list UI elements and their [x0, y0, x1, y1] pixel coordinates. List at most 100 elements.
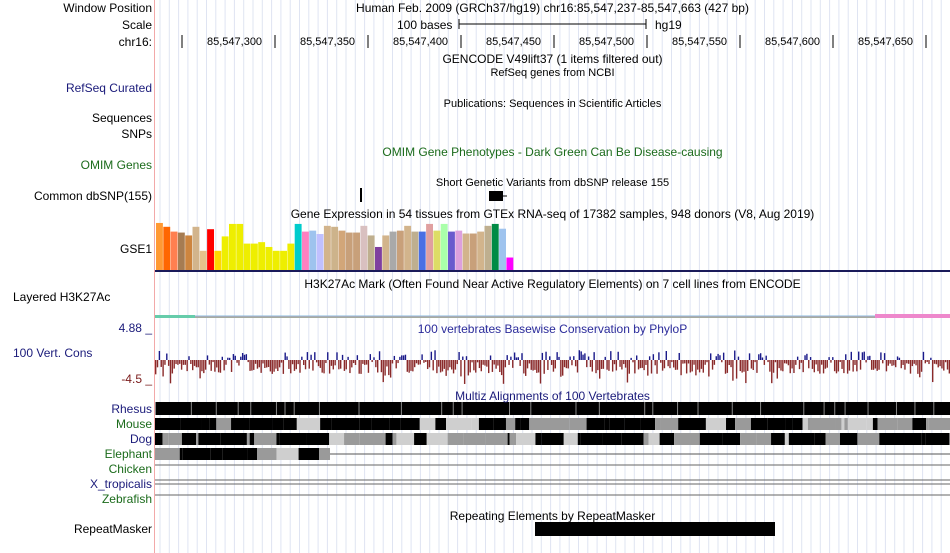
multiz-gap — [293, 402, 295, 415]
phylop-bar — [647, 360, 649, 376]
phylop-bar — [186, 360, 188, 372]
multiz-alignment — [509, 433, 517, 445]
multiz-gap — [914, 402, 916, 415]
phylop-bar — [556, 352, 558, 360]
phylop-bar — [574, 360, 577, 367]
phylop-bar — [789, 360, 791, 374]
species-label-dog[interactable]: Dog — [129, 432, 152, 446]
phylop-bar — [206, 355, 209, 360]
phylop-bar — [541, 352, 544, 360]
phylop-bar — [787, 360, 790, 366]
phylop-bar — [915, 360, 917, 366]
multiz-alignment — [844, 418, 848, 430]
phylop-bar — [188, 356, 190, 360]
gtex-tissue-bar — [287, 243, 295, 270]
multiz-alignment — [814, 433, 826, 445]
phylop-bar — [260, 360, 262, 373]
common-dbsnp-label[interactable]: Common dbSNP(155) — [33, 189, 152, 203]
phylop-track-label[interactable]: 100 Vert. Cons — [13, 346, 93, 360]
scale-label: Scale — [121, 18, 152, 32]
phylop-bar — [924, 360, 926, 364]
phylop-bar — [380, 360, 383, 373]
phylop-bar — [567, 360, 569, 369]
phylop-bar — [756, 360, 758, 373]
phylop-bar — [891, 360, 893, 366]
multiz-track-title[interactable]: Multiz Alignments of 100 Vertebrates — [455, 389, 650, 403]
track-data-area[interactable]: Human Feb. 2009 (GRCh37/hg19) chr16:85,5… — [155, 0, 950, 553]
multiz-alignment — [182, 448, 211, 460]
species-label-rhesus[interactable]: Rhesus — [111, 402, 152, 416]
multiz-alignment — [621, 433, 644, 445]
ruler-tick-label: 85,547,600 — [765, 36, 821, 48]
species-label-mouse[interactable]: Mouse — [115, 417, 152, 431]
gtex-tissue-bar — [221, 236, 229, 270]
gtex-tissue-bar — [243, 243, 251, 270]
omim-track-title[interactable]: OMIM Gene Phenotypes - Dark Green Can Be… — [382, 145, 723, 159]
publications-track-title[interactable]: Publications: Sequences in Scientific Ar… — [443, 98, 662, 110]
phylop-bar — [225, 360, 227, 365]
omim-genes-label[interactable]: OMIM Genes — [80, 158, 152, 172]
phylop-bar — [706, 360, 708, 363]
ruler-tick-label: 85,547,500 — [579, 36, 635, 48]
phylop-bar — [549, 356, 551, 360]
phylop-bar — [854, 360, 856, 365]
gse1-label[interactable]: GSE1 — [119, 242, 152, 256]
phylop-bar — [863, 351, 865, 360]
multiz-alignment — [371, 418, 390, 430]
phylop-bar — [467, 360, 470, 376]
multiz-alignment — [586, 418, 605, 430]
gtex-tissue-bar — [280, 250, 287, 270]
phylop-bar — [776, 360, 778, 379]
gtex-tissue-bar — [272, 250, 280, 270]
multiz-alignment — [155, 418, 181, 430]
dbsnp-track-title[interactable]: Short Genetic Variants from dbSNP releas… — [435, 177, 670, 189]
gtex-tissue-bar — [440, 223, 448, 270]
phylop-bar — [290, 360, 292, 374]
repeatmasker-track-title[interactable]: Repeating Elements by RepeatMasker — [449, 509, 656, 523]
phylop-bar — [182, 360, 185, 365]
phylop-bar — [721, 360, 723, 363]
multiz-alignment — [396, 433, 415, 445]
phylop-bar — [623, 360, 625, 365]
phylop-bar — [765, 355, 767, 360]
sequences-label[interactable]: Sequences — [91, 111, 152, 125]
species-label-zebrafish[interactable]: Zebrafish — [101, 492, 152, 506]
phylop-bar — [371, 360, 373, 363]
multiz-gap — [400, 402, 402, 415]
phylop-bar — [747, 360, 749, 371]
multiz-alignment — [866, 418, 873, 430]
phylop-bar — [463, 360, 466, 384]
gtex-track-title[interactable]: Gene Expression in 54 tissues from GTEx … — [290, 207, 815, 221]
gtex-tissue-bar — [360, 225, 368, 270]
multiz-alignment — [609, 418, 625, 430]
snps-label[interactable]: SNPs — [121, 127, 152, 141]
phylop-bar — [791, 360, 793, 369]
ruler-tick-label: 85,547,450 — [486, 36, 542, 48]
phylop-bar — [441, 360, 444, 372]
species-label-chicken[interactable]: Chicken — [108, 462, 152, 476]
repeatmasker-label[interactable]: RepeatMasker — [73, 522, 152, 536]
multiz-alignment — [298, 448, 320, 460]
phylop-bar — [402, 355, 405, 360]
phylop-bar — [321, 360, 323, 373]
gencode-track-title[interactable]: GENCODE V49lift37 (1 items filtered out) — [442, 52, 663, 66]
phylop-bar — [349, 360, 351, 374]
phylop-bar — [167, 360, 170, 366]
h3k27ac-track-title[interactable]: H3K27Ac Mark (Often Found Near Active Re… — [304, 277, 801, 291]
phylop-bar — [671, 360, 673, 363]
layered-h3k27ac-label[interactable]: Layered H3K27Ac — [13, 290, 111, 304]
phylop-bar — [345, 360, 347, 370]
species-label-elephant[interactable]: Elephant — [104, 447, 152, 461]
refseq-track-title[interactable]: RefSeq genes from NCBI — [490, 67, 615, 79]
phylop-track-title[interactable]: 100 vertebrates Basewise Conservation by… — [417, 322, 688, 336]
gtex-tissue-bar — [455, 230, 463, 270]
multiz-alignment — [414, 433, 427, 445]
phylop-bar — [192, 360, 194, 371]
multiz-alignment — [276, 433, 280, 445]
phylop-bar — [415, 360, 418, 364]
species-label-x-tropicalis[interactable]: X_tropicalis — [89, 477, 152, 491]
phylop-bar — [262, 360, 264, 364]
phylop-bar — [808, 360, 810, 369]
refseq-curated-label[interactable]: RefSeq Curated — [65, 81, 152, 95]
